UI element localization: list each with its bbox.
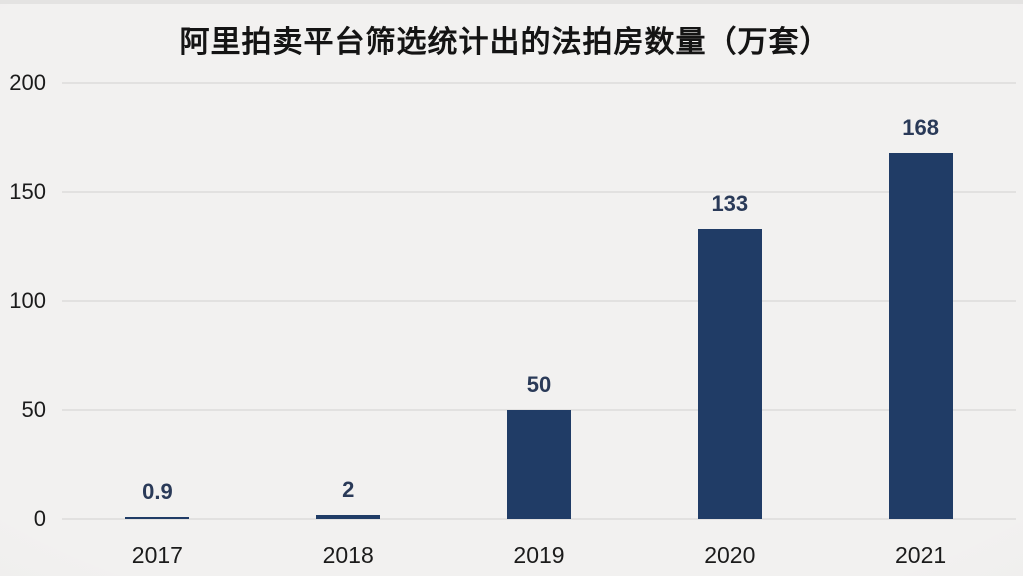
x-tick-label-2018: 2018 <box>322 542 374 568</box>
y-tick-label-200: 200 <box>9 70 46 95</box>
x-tick-label-2017: 2017 <box>131 542 183 568</box>
x-tick-label-2019: 2019 <box>513 542 565 568</box>
bar-2019 <box>507 410 571 519</box>
chart-title: 阿里拍卖平台筛选统计出的法拍房数量（万套） <box>179 26 831 59</box>
bar-value-label-2018: 2 <box>342 476 355 502</box>
y-tick-label-150: 150 <box>9 179 46 204</box>
gridline-200 <box>62 82 1016 84</box>
x-tick-label-2021: 2021 <box>895 542 947 568</box>
bar-value-label-2020: 133 <box>711 191 749 217</box>
bar-2017 <box>125 517 190 519</box>
bar-2021 <box>888 152 953 519</box>
x-tick-label-2020: 2020 <box>704 542 756 568</box>
gridline-100 <box>62 300 1016 302</box>
gridline-0 <box>62 518 1016 520</box>
gridline-150 <box>62 191 1016 193</box>
y-tick-label-50: 50 <box>21 397 46 422</box>
y-tick-label-100: 100 <box>9 288 46 313</box>
bar-2020 <box>697 229 762 519</box>
bar-2018 <box>316 514 381 519</box>
y-tick-label-0: 0 <box>33 506 46 531</box>
bar-value-label-2017: 0.9 <box>142 479 173 504</box>
bar-value-label-2019: 50 <box>526 372 552 397</box>
bar-value-label-2021: 168 <box>902 114 939 140</box>
